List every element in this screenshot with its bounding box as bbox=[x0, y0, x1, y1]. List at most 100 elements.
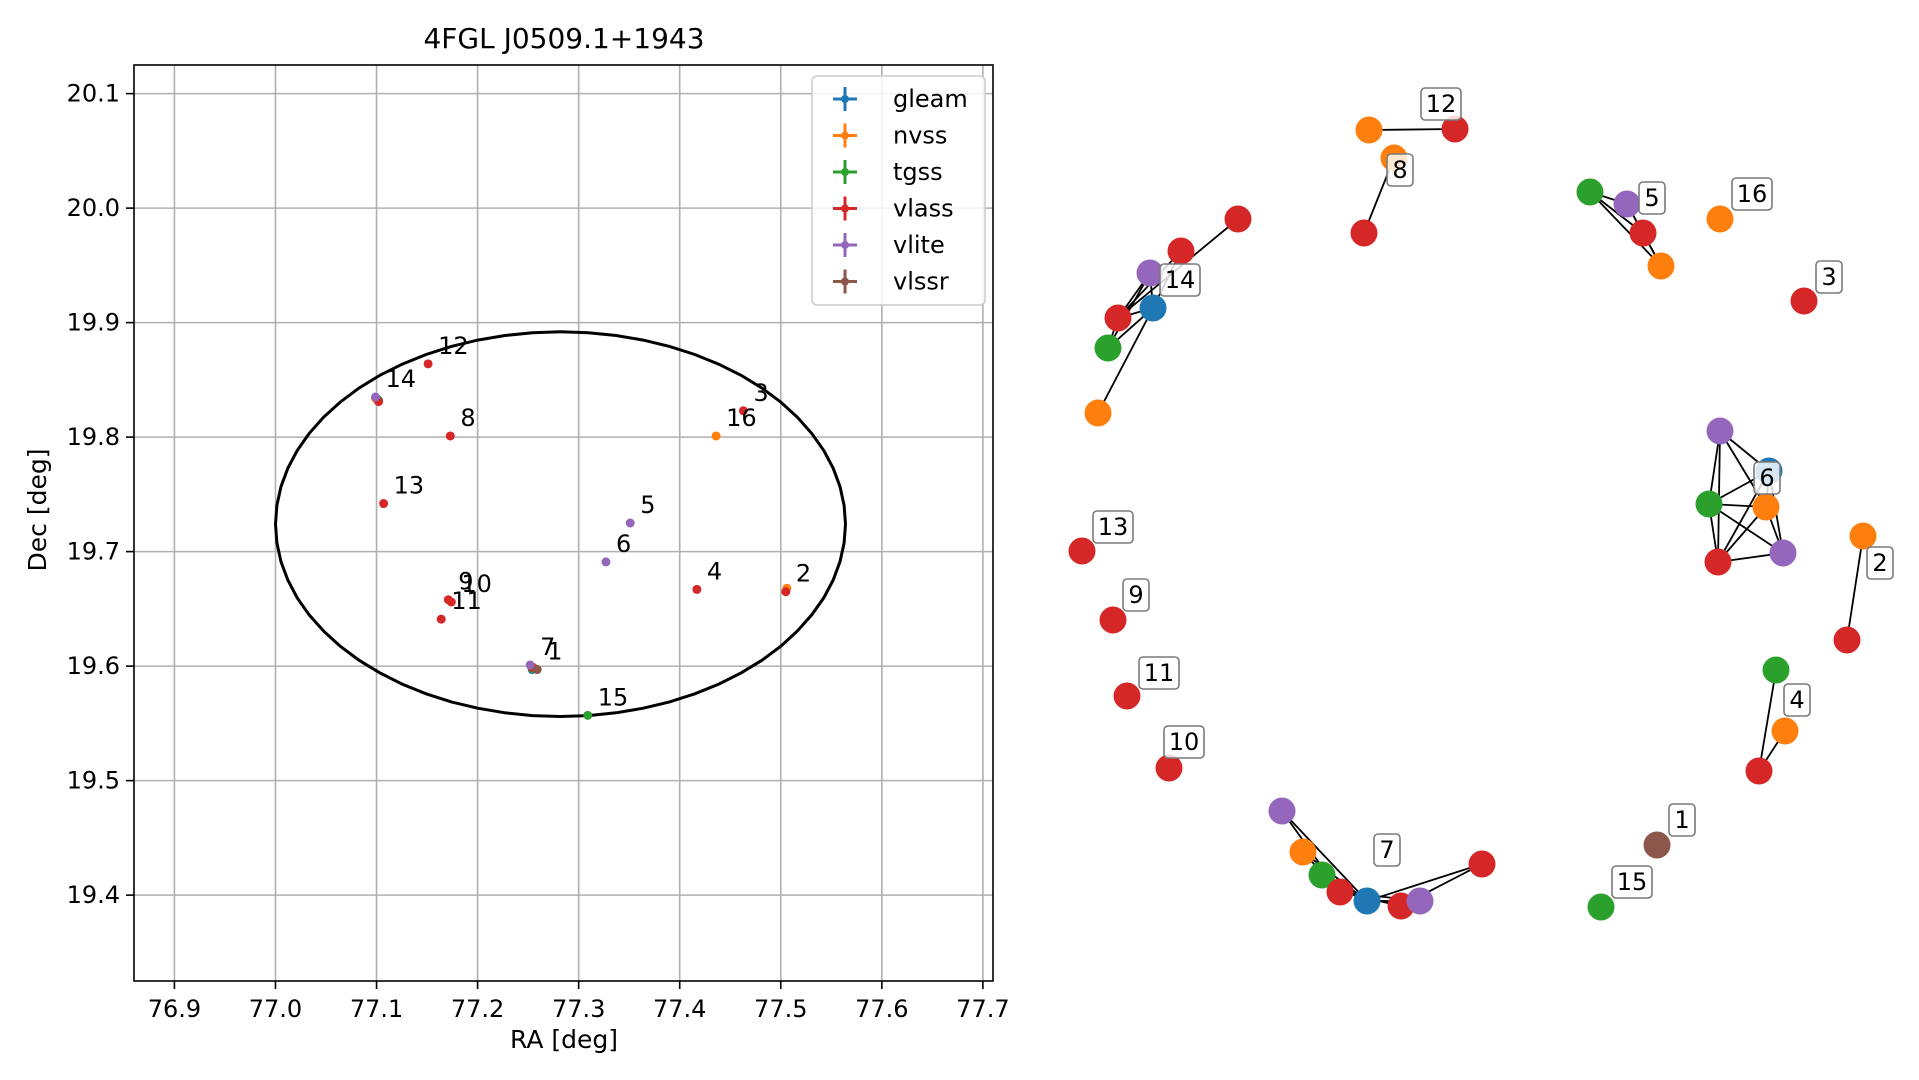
x-tick-label: 77.7 bbox=[956, 995, 1009, 1023]
node-label: 6 bbox=[1759, 464, 1774, 492]
vlass-node bbox=[1745, 757, 1773, 785]
point-label: 6 bbox=[616, 530, 631, 558]
scatter-points bbox=[371, 359, 792, 720]
y-tick-label: 20.1 bbox=[67, 80, 120, 108]
gleam-node bbox=[1139, 294, 1167, 322]
graph-edge bbox=[1758, 669, 1777, 772]
vlite-point bbox=[371, 392, 381, 402]
network-graph: 12 8 5 16 3 14 6 13 2 9 11 4 10 1 7 15 bbox=[1068, 87, 1894, 921]
node-label-box bbox=[1731, 177, 1773, 211]
vlass-point bbox=[445, 431, 455, 441]
plot-area-frame bbox=[133, 64, 994, 982]
tgss-node bbox=[1695, 490, 1723, 518]
localization-ellipse bbox=[273, 330, 848, 719]
node-label: 1 bbox=[1674, 806, 1689, 834]
legend-label: gleam bbox=[893, 85, 968, 113]
node-label-box bbox=[1163, 725, 1205, 759]
vlssr-point bbox=[532, 665, 542, 675]
legend-label: tgss bbox=[893, 158, 943, 186]
nvss-node bbox=[1289, 838, 1317, 866]
vlite-node bbox=[1268, 797, 1296, 825]
vlass-node bbox=[1167, 237, 1195, 265]
point-label: 2 bbox=[796, 560, 811, 588]
chart-title: 4FGL J0509.1+1943 bbox=[423, 22, 704, 55]
vlass-node bbox=[1350, 219, 1378, 247]
legend-marker-dot bbox=[841, 168, 849, 176]
node-label: 5 bbox=[1644, 184, 1659, 212]
graph-edge bbox=[1589, 191, 1662, 267]
point-label: 13 bbox=[394, 472, 425, 500]
point-label: 10 bbox=[461, 570, 492, 598]
legend: gleam nvss tgss vlass vlite vlssr bbox=[811, 75, 986, 306]
node-label-box bbox=[1420, 87, 1462, 121]
node-label-box bbox=[1668, 803, 1696, 837]
legend-marker-dot bbox=[841, 204, 849, 213]
y-tick-label: 19.4 bbox=[67, 881, 120, 909]
graph-edge bbox=[1097, 307, 1154, 414]
node-label-box bbox=[1753, 461, 1781, 495]
legend-marker-dot bbox=[841, 277, 849, 286]
graph-edge bbox=[1366, 863, 1483, 902]
node-label-box bbox=[1122, 578, 1150, 612]
vlass-node bbox=[1468, 850, 1496, 878]
x-tick-label: 77.0 bbox=[249, 995, 302, 1023]
vlite-node bbox=[1613, 190, 1641, 218]
node-label: 2 bbox=[1872, 549, 1887, 577]
x-axis-ticks: 76.9 77.0 77.1 77.2 77.3 77.4 77.5 77.6 77.7 bbox=[148, 981, 1010, 1023]
vlass-node bbox=[1224, 205, 1252, 233]
vlass-point bbox=[446, 597, 456, 607]
legend-marker-dot bbox=[841, 95, 849, 103]
vlass-node bbox=[1326, 878, 1354, 906]
point-label: 1 bbox=[547, 638, 562, 666]
vlass-node bbox=[1113, 682, 1141, 710]
tgss-node bbox=[1576, 178, 1604, 206]
y-tick-label: 19.5 bbox=[67, 767, 120, 795]
vlass-node bbox=[1099, 606, 1127, 634]
point-label: 15 bbox=[598, 683, 629, 711]
y-tick-label: 19.9 bbox=[67, 309, 120, 337]
vlass-point bbox=[738, 406, 748, 416]
y-axis-title: Dec [deg] bbox=[23, 449, 52, 572]
y-tick-label: 19.7 bbox=[67, 538, 120, 566]
x-axis-title: RA [deg] bbox=[510, 1025, 618, 1054]
x-tick-label: 77.3 bbox=[552, 995, 605, 1023]
vlite-node bbox=[1136, 259, 1164, 287]
node-label: 15 bbox=[1617, 868, 1648, 896]
vlass-node bbox=[1155, 754, 1183, 782]
node-label-box bbox=[1866, 546, 1894, 580]
x-tick-label: 77.1 bbox=[350, 995, 403, 1023]
vlass-node bbox=[1068, 537, 1096, 565]
point-label: 11 bbox=[451, 587, 482, 615]
node-label: 3 bbox=[1821, 263, 1836, 291]
legend-label: vlssr bbox=[893, 268, 949, 296]
x-tick-label: 77.5 bbox=[754, 995, 807, 1023]
node-label: 10 bbox=[1169, 728, 1200, 756]
point-label: 14 bbox=[386, 365, 417, 393]
y-tick-label: 19.8 bbox=[67, 423, 120, 451]
nvss-node bbox=[1752, 493, 1780, 521]
vlite-node bbox=[1406, 887, 1434, 915]
point-label: 16 bbox=[726, 404, 757, 432]
vlass-node bbox=[1629, 219, 1657, 247]
vlssr-node bbox=[1643, 831, 1671, 859]
x-tick-label: 77.2 bbox=[451, 995, 504, 1023]
node-label-box bbox=[1159, 263, 1201, 297]
vlass-node bbox=[1790, 287, 1818, 315]
vlass-node bbox=[1833, 626, 1861, 654]
graph-edge bbox=[1846, 535, 1864, 641]
vlite-node bbox=[1706, 417, 1734, 445]
vlite-point bbox=[601, 557, 611, 567]
nvss-node bbox=[1849, 522, 1877, 550]
node-label: 7 bbox=[1379, 836, 1394, 864]
nvss-node bbox=[1355, 116, 1383, 144]
point-label: 4 bbox=[707, 557, 722, 585]
y-axis-ticks: 19.4 19.5 19.6 19.7 19.8 19.9 20.0 20.1 bbox=[67, 80, 134, 909]
legend-label: vlite bbox=[893, 231, 945, 259]
tgss-node bbox=[1587, 893, 1615, 921]
tgss-node bbox=[1094, 334, 1122, 362]
nvss-point bbox=[711, 431, 721, 441]
nvss-node bbox=[1084, 399, 1112, 427]
vlite-point bbox=[525, 660, 535, 670]
